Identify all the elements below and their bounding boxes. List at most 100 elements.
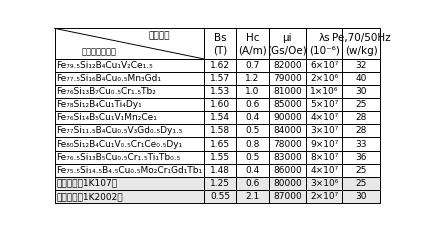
- Text: 4×10⁷: 4×10⁷: [310, 113, 338, 122]
- Text: 1.25: 1.25: [210, 179, 230, 188]
- Bar: [55, 137, 204, 150]
- Text: 5×10⁷: 5×10⁷: [310, 100, 338, 109]
- Text: 2×10⁶: 2×10⁶: [310, 74, 338, 83]
- Text: Fe₇₆Si₁₃B₇Cu₀.₅Cr₁.₅Tb₂: Fe₇₆Si₁₃B₇Cu₀.₅Cr₁.₅Tb₂: [57, 87, 156, 96]
- Bar: [236, 98, 268, 111]
- Text: Fe₇₇Si₁₁.₅B₄Cu₀.₅V₃Gd₀.₅Dy₁.₅: Fe₇₇Si₁₁.₅B₄Cu₀.₅V₃Gd₀.₅Dy₁.₅: [57, 126, 183, 135]
- Text: 0.7: 0.7: [245, 61, 259, 70]
- Text: 软磁性能: 软磁性能: [148, 32, 170, 41]
- Bar: [268, 98, 306, 111]
- Text: 82000: 82000: [273, 61, 302, 70]
- Bar: [342, 28, 380, 59]
- Bar: [55, 28, 204, 59]
- Text: Fe₇₆Si₁₄B₅Cu₁V₁Mn₂Ce₁: Fe₇₆Si₁₄B₅Cu₁V₁Mn₂Ce₁: [57, 113, 157, 122]
- Bar: [204, 164, 236, 177]
- Bar: [236, 72, 268, 85]
- Text: 85000: 85000: [273, 100, 302, 109]
- Text: 0.4: 0.4: [245, 113, 259, 122]
- Text: 33: 33: [355, 139, 367, 149]
- Bar: [268, 137, 306, 150]
- Bar: [306, 137, 342, 150]
- Bar: [55, 85, 204, 98]
- Bar: [268, 28, 306, 59]
- Bar: [236, 111, 268, 124]
- Bar: [204, 150, 236, 164]
- Bar: [268, 72, 306, 85]
- Bar: [236, 59, 268, 72]
- Bar: [204, 72, 236, 85]
- Text: 9×10⁷: 9×10⁷: [310, 139, 338, 149]
- Text: 8×10⁷: 8×10⁷: [310, 153, 338, 162]
- Text: 79000: 79000: [273, 74, 302, 83]
- Text: 81000: 81000: [273, 87, 302, 96]
- Text: 6×10⁷: 6×10⁷: [310, 61, 338, 70]
- Bar: [306, 164, 342, 177]
- Bar: [268, 190, 306, 203]
- Bar: [306, 98, 342, 111]
- Text: 90000: 90000: [273, 113, 302, 122]
- Bar: [55, 98, 204, 111]
- Text: 0.8: 0.8: [245, 139, 259, 149]
- Bar: [342, 72, 380, 85]
- Bar: [204, 124, 236, 137]
- Text: 87000: 87000: [273, 192, 302, 201]
- Bar: [342, 59, 380, 72]
- Text: 1.58: 1.58: [210, 126, 230, 135]
- Text: 30: 30: [355, 192, 367, 201]
- Text: Bs: Bs: [214, 33, 226, 44]
- Bar: [236, 150, 268, 164]
- Text: 2×10⁷: 2×10⁷: [310, 192, 338, 201]
- Bar: [236, 177, 268, 190]
- Text: 1.55: 1.55: [210, 153, 230, 162]
- Text: 40: 40: [355, 74, 367, 83]
- Text: (T): (T): [213, 46, 227, 56]
- Bar: [342, 150, 380, 164]
- Bar: [204, 59, 236, 72]
- Text: 3×10⁶: 3×10⁶: [310, 179, 338, 188]
- Text: 0.5: 0.5: [245, 126, 259, 135]
- Bar: [55, 164, 204, 177]
- Bar: [306, 124, 342, 137]
- Text: Hc: Hc: [245, 33, 259, 44]
- Bar: [204, 28, 236, 59]
- Bar: [55, 59, 204, 72]
- Text: μi: μi: [282, 33, 292, 44]
- Bar: [306, 85, 342, 98]
- Text: 3×10⁷: 3×10⁷: [310, 126, 338, 135]
- Text: λs: λs: [318, 33, 330, 44]
- Bar: [204, 190, 236, 203]
- Text: (w/kg): (w/kg): [345, 46, 377, 56]
- Text: (10⁻⁶): (10⁻⁶): [309, 46, 340, 56]
- Bar: [268, 111, 306, 124]
- Text: 80000: 80000: [273, 179, 302, 188]
- Bar: [306, 190, 342, 203]
- Bar: [55, 111, 204, 124]
- Bar: [342, 85, 380, 98]
- Text: Fe₇₅.₅Si₁₄.₅B₄.₅Cu₀.₅Mo₂Cr₁Gd₁Tb₁: Fe₇₅.₅Si₁₄.₅B₄.₅Cu₀.₅Mo₂Cr₁Gd₁Tb₁: [57, 166, 203, 175]
- Text: 0.4: 0.4: [245, 166, 259, 175]
- Bar: [55, 72, 204, 85]
- Text: 对比例１（1K107）: 对比例１（1K107）: [57, 179, 118, 188]
- Text: 2.1: 2.1: [245, 192, 259, 201]
- Text: 25: 25: [355, 179, 367, 188]
- Bar: [342, 98, 380, 111]
- Text: 30: 30: [355, 87, 367, 96]
- Text: 1.57: 1.57: [210, 74, 230, 83]
- Text: (Gs/Oe): (Gs/Oe): [268, 46, 307, 56]
- Text: 0.6: 0.6: [245, 100, 259, 109]
- Bar: [268, 59, 306, 72]
- Text: 1.65: 1.65: [210, 139, 230, 149]
- Bar: [55, 190, 204, 203]
- Bar: [342, 190, 380, 203]
- Bar: [236, 28, 268, 59]
- Text: 实施例与对比例: 实施例与对比例: [82, 48, 117, 57]
- Text: 32: 32: [355, 61, 367, 70]
- Text: 1.62: 1.62: [210, 61, 230, 70]
- Text: Fe₈₀Si₁₂B₄Cu₁V₀.₅Cr₁Ce₀.₅Dy₁: Fe₈₀Si₁₂B₄Cu₁V₀.₅Cr₁Ce₀.₅Dy₁: [57, 139, 183, 149]
- Bar: [268, 85, 306, 98]
- Bar: [306, 177, 342, 190]
- Bar: [342, 164, 380, 177]
- Bar: [204, 137, 236, 150]
- Bar: [268, 164, 306, 177]
- Text: Fe₇₉.₅Si₁₂B₄Cu₁V₂Ce₁.₅: Fe₇₉.₅Si₁₂B₄Cu₁V₂Ce₁.₅: [57, 61, 153, 70]
